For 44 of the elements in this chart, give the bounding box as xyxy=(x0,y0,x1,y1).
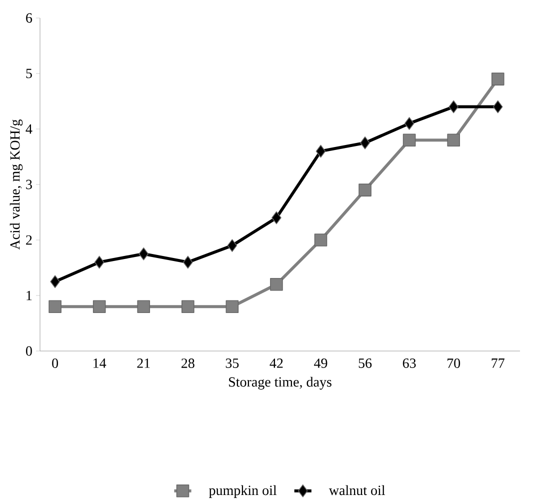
legend-label: pumpkin oil xyxy=(209,485,277,498)
point xyxy=(270,278,283,291)
point xyxy=(447,134,460,147)
x-tick-label: 63 xyxy=(402,358,416,368)
point xyxy=(358,184,372,196)
point xyxy=(360,136,370,150)
x-tick-label: 56 xyxy=(358,358,372,368)
point xyxy=(316,144,326,158)
x-tick-label: 21 xyxy=(137,358,150,368)
point xyxy=(94,256,104,269)
y-tick-label: 2 xyxy=(26,235,32,245)
y-tick-label: 0 xyxy=(26,346,32,356)
y-axis-title: Acid value, mg KOH/g xyxy=(10,119,23,250)
x-axis-title: Storage time, days xyxy=(229,376,332,390)
point xyxy=(137,300,150,314)
y-tick-label: 1 xyxy=(26,290,32,300)
point xyxy=(404,117,414,130)
point xyxy=(272,211,282,224)
x-tick-label: 0 xyxy=(52,358,58,368)
point xyxy=(402,134,416,147)
point xyxy=(314,234,328,246)
x-tick-label: 35 xyxy=(226,358,239,368)
y-tick-label: 6 xyxy=(26,13,32,23)
y-tick-label: 3 xyxy=(26,180,32,190)
point xyxy=(227,239,238,252)
x-tick-label: 77 xyxy=(492,358,504,368)
x-tick-label: 70 xyxy=(448,358,460,368)
legend-label: walnut oil xyxy=(328,485,386,496)
point xyxy=(448,100,458,114)
point xyxy=(492,100,503,114)
point xyxy=(182,300,194,314)
point xyxy=(92,300,106,314)
point xyxy=(138,247,149,260)
point xyxy=(226,300,239,314)
x-tick-label: 42 xyxy=(270,358,283,368)
point xyxy=(48,300,62,314)
x-tick-label: 49 xyxy=(314,358,328,368)
point xyxy=(50,275,60,288)
y-tick-label: 4 xyxy=(26,124,32,134)
y-tick-label: 5 xyxy=(26,68,32,78)
point xyxy=(491,72,504,86)
point xyxy=(183,256,193,269)
x-tick-label: 28 xyxy=(182,358,194,368)
x-tick-label: 14 xyxy=(94,358,106,368)
